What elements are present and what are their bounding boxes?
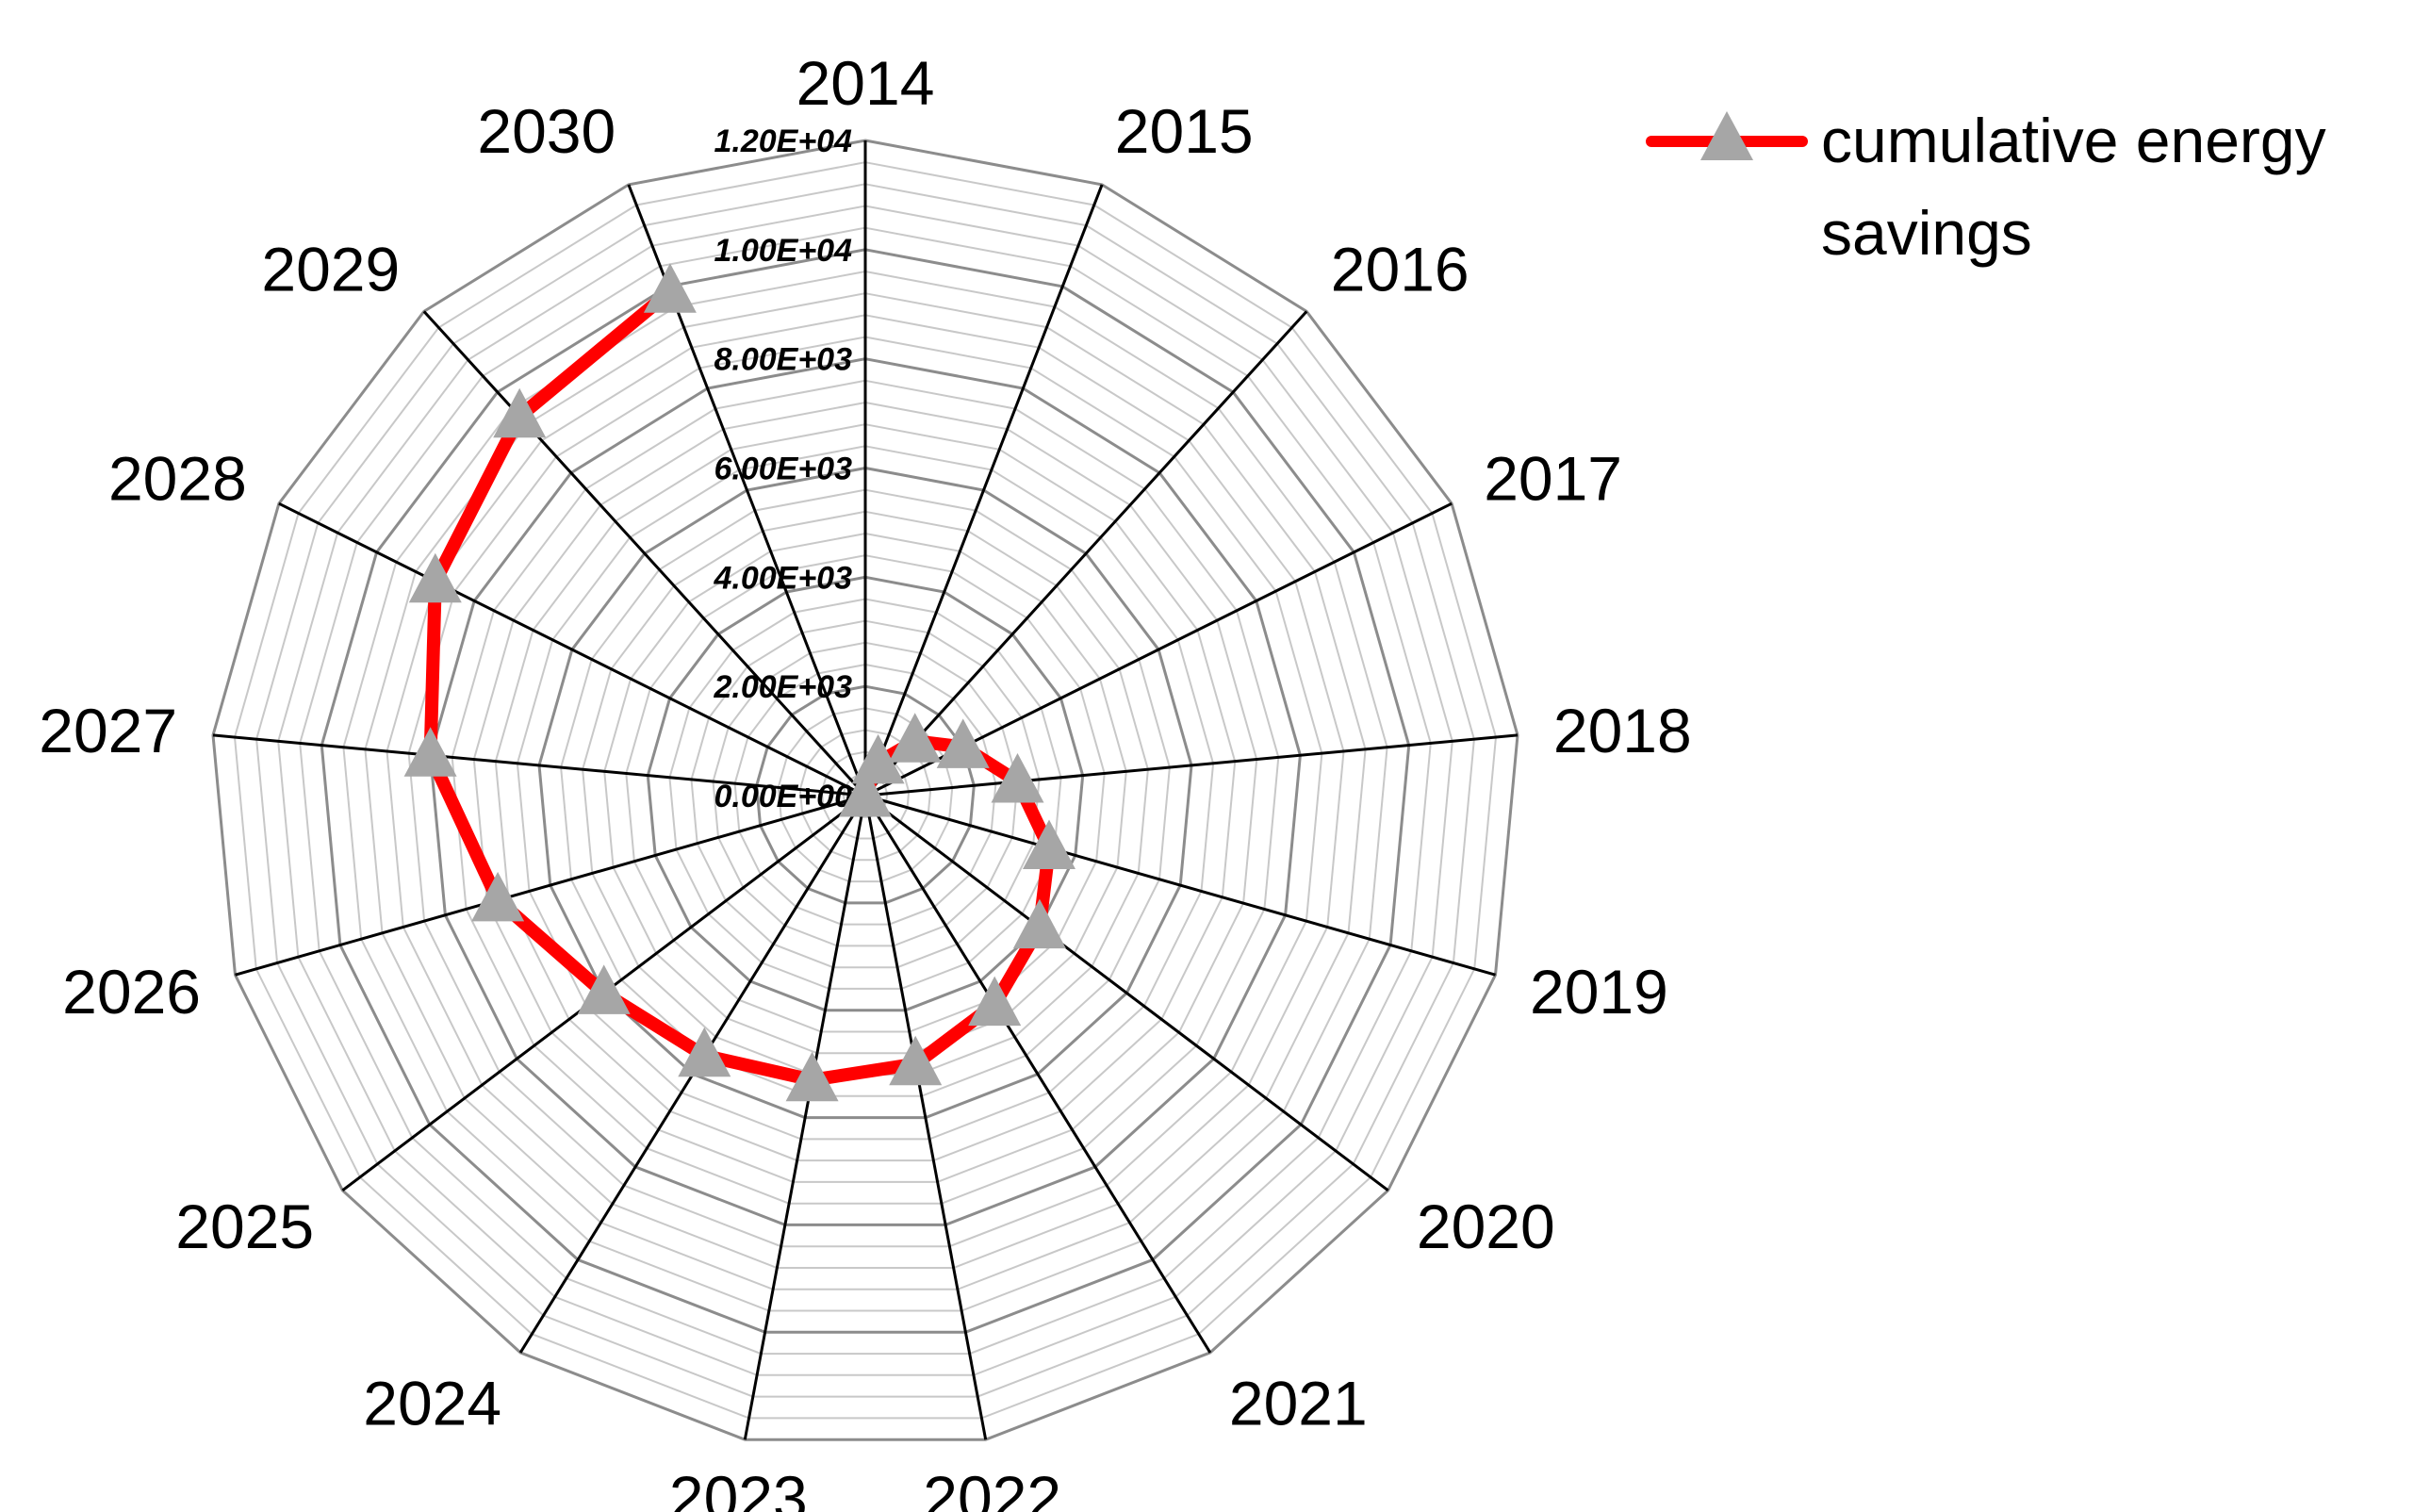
spoke-2026	[235, 794, 866, 977]
data-marker-2023	[785, 1051, 839, 1102]
minor-grid-ring-18	[364, 292, 1367, 1290]
minor-grid-ring-6	[690, 619, 1041, 969]
spoke-2027	[212, 733, 866, 797]
tick-label-0: 0.00E+00	[714, 779, 852, 814]
legend-label-line2: savings	[1821, 198, 2032, 268]
data-marker-2016	[888, 713, 942, 763]
tick-label-1: 2.00E+03	[713, 669, 852, 705]
data-marker-2022	[889, 1035, 943, 1086]
category-label-2021: 2021	[1229, 1369, 1368, 1438]
category-label-2023: 2023	[669, 1463, 808, 1512]
data-marker-2026	[471, 871, 525, 922]
spoke-2028	[278, 501, 866, 797]
major-grid-ring-12000	[211, 139, 1519, 1441]
data-marker-2028	[408, 552, 462, 603]
minor-grid-ring-20	[299, 226, 1432, 1356]
minor-grid-ring-23	[233, 161, 1498, 1420]
spoke-2029	[422, 310, 867, 797]
minor-grid-ring-7	[668, 598, 1062, 990]
category-label-2017: 2017	[1484, 444, 1622, 514]
data-marker-2025	[577, 964, 631, 1014]
tick-label-4: 8.00E+03	[714, 342, 852, 378]
spoke-2022	[863, 795, 988, 1440]
major-grid-ring-10000	[320, 248, 1411, 1334]
spoke-2019	[864, 794, 1496, 977]
minor-grid-ring-16	[407, 336, 1323, 1248]
minor-grid-ring-1	[820, 750, 911, 840]
category-label-2025: 2025	[175, 1192, 314, 1261]
spoke-2018	[864, 733, 1519, 797]
legend-label-line1: cumulative energy	[1821, 106, 2326, 175]
minor-grid-ring-9	[603, 532, 1127, 1055]
tick-label-3: 6.00E+03	[714, 452, 852, 487]
data-marker-2017	[936, 718, 990, 768]
spoke-2016	[863, 310, 1308, 797]
spoke-2021	[863, 795, 1212, 1354]
major-gridlines	[211, 139, 1519, 1441]
major-grid-ring-4000	[646, 575, 1085, 1012]
data-marker-2024	[678, 1027, 731, 1077]
data-marker-2029	[493, 387, 547, 438]
spoke-2020	[864, 794, 1389, 1192]
legend: cumulative energy savings	[1646, 106, 2326, 268]
category-label-2024: 2024	[363, 1369, 501, 1438]
data-marker-2027	[403, 727, 457, 777]
minor-grid-ring-2	[798, 729, 932, 862]
minor-grid-ring-14	[472, 401, 1258, 1183]
minor-grid-ring-4	[733, 663, 997, 926]
series-layer	[403, 263, 1075, 1102]
legend-triangle-marker	[1700, 111, 1753, 160]
data-marker-2014	[839, 767, 892, 817]
spoke-2023	[743, 795, 867, 1440]
minor-grid-ring-15	[451, 379, 1280, 1205]
category-label-2030: 2030	[477, 96, 616, 166]
category-label-2019: 2019	[1530, 957, 1668, 1027]
minor-grid-ring-5	[712, 641, 1019, 947]
minor-grid-ring-8	[625, 554, 1106, 1033]
category-label-2018: 2018	[1553, 696, 1692, 765]
minor-grid-ring-13	[494, 423, 1237, 1162]
major-grid-ring-6000	[537, 466, 1193, 1120]
minor-grid-ring-11	[560, 488, 1171, 1097]
data-marker-2030	[643, 263, 697, 313]
category-label-2014: 2014	[796, 48, 935, 118]
category-label-2026: 2026	[62, 957, 201, 1027]
minor-grid-ring-22	[255, 183, 1475, 1398]
category-label-2016: 2016	[1331, 235, 1469, 304]
data-marker-2020	[1012, 898, 1066, 949]
category-label-2022: 2022	[923, 1463, 1061, 1512]
data-marker-2021	[968, 976, 1022, 1027]
category-label-2027: 2027	[39, 696, 177, 765]
category-labels: 2014 2015 2016 2017 2018 2019 2020 2021 2022 2023…	[39, 48, 1691, 1512]
tick-label-2: 4.00E+03	[713, 560, 852, 596]
minor-gridlines	[233, 161, 1498, 1420]
tick-label-6: 1.20E+04	[714, 123, 852, 159]
major-grid-ring-8000	[429, 357, 1302, 1226]
minor-grid-ring-19	[342, 270, 1388, 1312]
data-marker-2018	[991, 753, 1044, 803]
radial-tick-labels: 0.00E+00 2.00E+03 4.00E+03 6.00E+03 8.00E+03…	[713, 123, 852, 814]
category-label-2028: 2028	[108, 444, 247, 514]
category-label-2029: 2029	[261, 235, 400, 304]
tick-label-5: 1.00E+04	[714, 233, 852, 269]
spoke-2015	[863, 184, 1104, 797]
minor-grid-ring-12	[516, 445, 1215, 1141]
category-label-2020: 2020	[1417, 1192, 1555, 1261]
category-label-2015: 2015	[1115, 96, 1254, 166]
minor-grid-ring-3	[777, 707, 954, 883]
data-marker-2015	[851, 733, 905, 784]
data-marker-2019	[1023, 819, 1075, 869]
minor-grid-ring-21	[277, 205, 1453, 1376]
